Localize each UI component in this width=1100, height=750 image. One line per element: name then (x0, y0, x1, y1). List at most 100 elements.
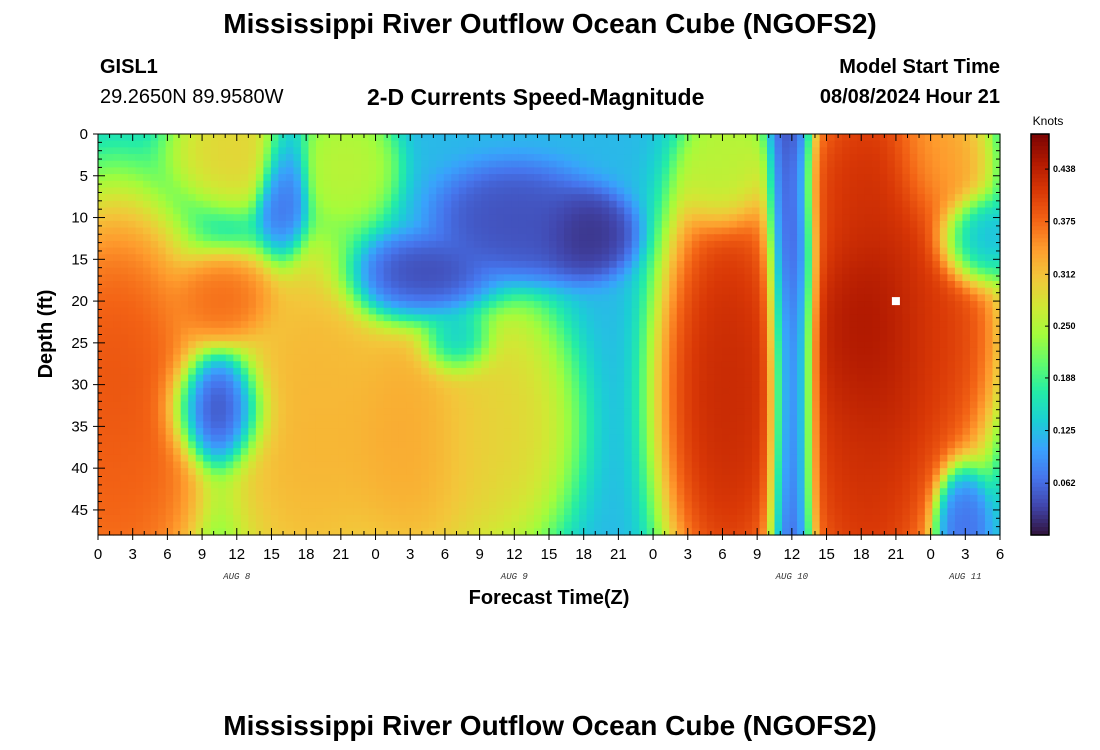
heatmap-cell (270, 387, 279, 396)
heatmap-cell (473, 240, 482, 249)
heatmap-cell (376, 200, 385, 209)
heatmap-cell (909, 220, 918, 229)
heatmap-cell (977, 140, 986, 148)
heatmap-cell (887, 140, 896, 148)
heatmap-cell (797, 260, 806, 269)
heatmap-cell (203, 220, 212, 229)
heatmap-cell (188, 147, 197, 155)
heatmap-cell (616, 187, 625, 195)
heatmap-cell (541, 194, 550, 202)
heatmap-cell (503, 254, 513, 262)
heatmap-cell (706, 247, 715, 255)
heatmap-cell (466, 260, 475, 269)
heatmap-cell (646, 314, 655, 322)
heatmap-cell (128, 408, 137, 416)
heatmap-cell (473, 140, 482, 148)
heatmap-cell (113, 167, 122, 175)
heatmap-cell (421, 140, 430, 148)
heatmap-cell (503, 341, 513, 349)
heatmap-cell (917, 147, 926, 155)
heatmap-cell (631, 354, 640, 362)
heatmap-cell (135, 287, 144, 295)
heatmap-cell (518, 327, 528, 336)
heatmap-cell (368, 240, 377, 249)
heatmap-cell (473, 394, 482, 402)
heatmap-cell (443, 374, 452, 382)
heatmap-cell (736, 160, 746, 169)
heatmap-cell (195, 254, 204, 262)
heatmap-cell (579, 174, 588, 182)
heatmap-cell (195, 334, 204, 342)
heatmap-cell (240, 367, 249, 376)
heatmap-cell (631, 327, 640, 336)
heatmap-cell (872, 354, 881, 362)
heatmap-cell (947, 247, 956, 255)
heatmap-cell (691, 327, 700, 336)
heatmap-cell (353, 314, 362, 322)
heatmap-cell (669, 160, 678, 169)
heatmap-cell (218, 301, 227, 309)
heatmap-cell (646, 281, 655, 289)
heatmap-cell (376, 134, 385, 142)
heatmap-cell (894, 147, 903, 155)
heatmap-cell (804, 361, 813, 369)
heatmap-cell (526, 294, 535, 302)
heatmap-cell (496, 154, 505, 162)
heatmap-cell (128, 234, 137, 242)
heatmap-cell (887, 247, 896, 255)
heatmap-cell (804, 214, 813, 222)
heatmap-cell (481, 187, 490, 195)
heatmap-cell (969, 274, 979, 282)
heatmap-cell (624, 254, 633, 262)
heatmap-cell (466, 134, 475, 142)
heatmap-cell (766, 167, 776, 175)
heatmap-cell (368, 381, 377, 389)
heatmap-cell (383, 194, 392, 202)
heatmap-cell (631, 301, 640, 309)
heatmap-cell (466, 401, 475, 409)
heatmap-cell (594, 334, 603, 342)
heatmap-cell (782, 260, 791, 269)
heatmap-cell (917, 387, 926, 396)
heatmap-cell (518, 207, 528, 215)
heatmap-cell (120, 214, 129, 222)
heatmap-cell (962, 247, 971, 255)
heatmap-cell (751, 167, 761, 175)
heatmap-cell (947, 374, 956, 382)
heatmap-cell (932, 160, 941, 169)
heatmap-cell (947, 267, 956, 275)
heatmap-cell (210, 361, 219, 369)
heatmap-cell (857, 287, 866, 295)
heatmap-cell (984, 134, 994, 142)
heatmap-cell (135, 394, 144, 402)
heatmap-cell (639, 194, 648, 202)
heatmap-cell (872, 307, 881, 316)
heatmap-cell (398, 287, 407, 295)
heatmap-cell (894, 254, 903, 262)
heatmap-cell (105, 274, 114, 282)
heatmap-cell (150, 401, 159, 409)
heatmap-cell (827, 207, 836, 215)
heatmap-cell (654, 240, 663, 249)
heatmap-cell (654, 147, 663, 155)
heatmap-cell (270, 354, 279, 362)
heatmap-cell (766, 354, 776, 362)
heatmap-cell (902, 260, 911, 269)
heatmap-cell (120, 281, 129, 289)
heatmap-cell (827, 334, 836, 342)
heatmap-cell (113, 394, 122, 402)
heatmap-cell (962, 381, 971, 389)
heatmap-cell (150, 341, 159, 349)
heatmap-cell (924, 294, 933, 302)
heatmap-cell (684, 327, 693, 336)
heatmap-cell (661, 134, 670, 142)
heatmap-cell (225, 327, 234, 336)
heatmap-cell (466, 234, 475, 242)
heatmap-cell (210, 200, 219, 209)
heatmap-cell (346, 401, 355, 409)
heatmap-cell (406, 274, 415, 282)
heatmap-cell (195, 174, 204, 182)
heatmap-cell (631, 294, 640, 302)
heatmap-cell (331, 247, 340, 255)
heatmap-cell (699, 227, 708, 235)
